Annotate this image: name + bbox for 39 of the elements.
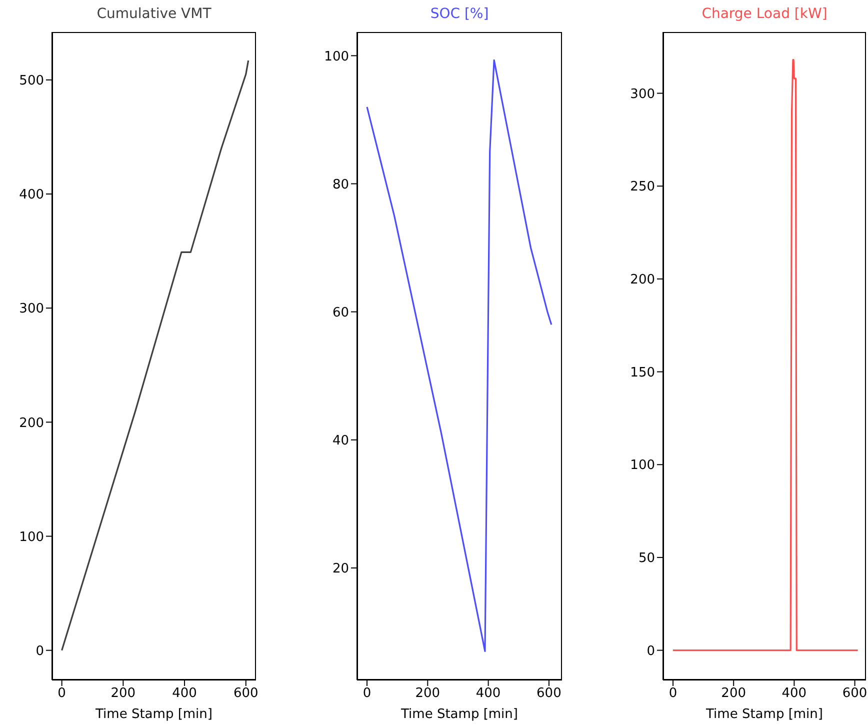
chart-title: SOC [%] xyxy=(429,6,490,22)
y-tick-label: 300 xyxy=(630,86,655,102)
x-tick-label: 0 xyxy=(362,686,372,702)
x-tick-label: 600 xyxy=(536,686,562,702)
y-tick-label: 60 xyxy=(332,305,349,320)
y-tick-label: 300 xyxy=(19,302,44,317)
line-series xyxy=(672,59,859,652)
y-tick-label: 50 xyxy=(638,551,655,566)
x-tick-label: 400 xyxy=(782,686,807,702)
y-tick-label: 250 xyxy=(630,180,655,195)
line-series xyxy=(366,59,552,652)
x-axis-title: Time Stamp [min] xyxy=(400,707,518,722)
y-tick-label: 20 xyxy=(332,562,349,577)
y-tick-label: 200 xyxy=(630,272,655,288)
y-tick-label: 400 xyxy=(19,188,44,203)
y-tick-label: 100 xyxy=(630,458,655,474)
x-tick-label: 0 xyxy=(668,686,678,702)
x-tick-label: 200 xyxy=(721,686,746,702)
y-tick-label: 500 xyxy=(19,74,44,89)
y-tick-label: 150 xyxy=(630,365,655,380)
y-tick-label: 0 xyxy=(36,644,44,659)
y-tick-label: 0 xyxy=(646,644,655,659)
y-tick-label: 200 xyxy=(19,416,44,431)
x-tick-label: 600 xyxy=(842,686,868,702)
x-tick-label: 400 xyxy=(172,686,197,702)
chart-title: Charge Load [kW] xyxy=(700,6,828,22)
x-tick-label: 200 xyxy=(110,686,136,702)
y-tick-label: 100 xyxy=(19,530,44,545)
line-series xyxy=(61,60,250,652)
chart-title: Cumulative VMT xyxy=(96,6,212,22)
x-tick-label: 0 xyxy=(58,686,66,702)
y-tick-label: 40 xyxy=(332,433,349,448)
x-axis-title: Time Stamp [min] xyxy=(705,707,823,722)
x-tick-label: 200 xyxy=(415,686,440,702)
x-tick-label: 400 xyxy=(476,686,501,702)
y-tick-label: 80 xyxy=(332,177,349,192)
x-tick-label: 600 xyxy=(233,686,258,702)
x-axis-title: Time Stamp [min] xyxy=(94,707,212,722)
y-tick-label: 100 xyxy=(324,49,349,64)
